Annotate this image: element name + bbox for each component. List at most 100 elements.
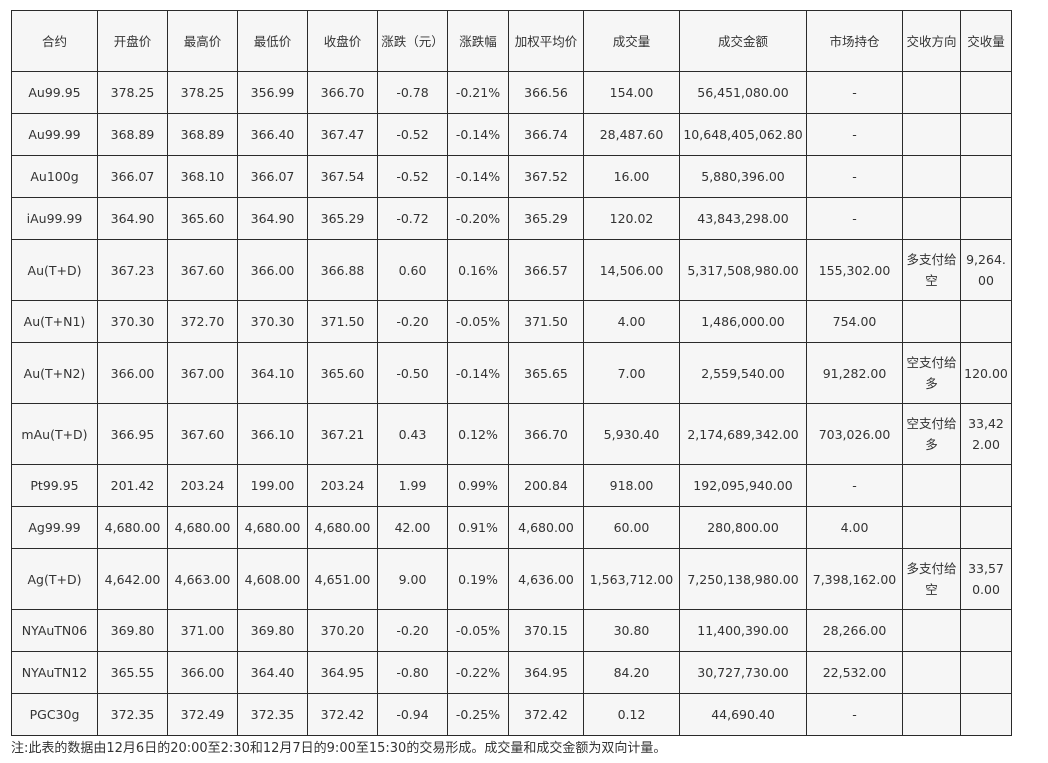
cell-delivery-direction [902, 71, 961, 114]
header-volume: 成交量 [583, 10, 680, 72]
cell-open-interest: 703,026.00 [806, 403, 903, 465]
cell-volume: 154.00 [583, 71, 680, 114]
cell-delivery-volume: 33,422.00 [960, 403, 1012, 465]
table-row: mAu(T+D) 366.95 367.60 366.10 367.21 0.43 0.12… [11, 403, 1012, 465]
cell-open-interest: - [806, 155, 903, 198]
cell-change: 0.60 [377, 239, 448, 301]
cell-weighted-avg: 4,636.00 [508, 548, 584, 610]
cell-open-interest: 754.00 [806, 300, 903, 343]
header-turnover: 成交金额 [679, 10, 807, 72]
cell-low: 4,608.00 [237, 548, 308, 610]
cell-delivery-volume: 33,570.00 [960, 548, 1012, 610]
cell-contract: Pt99.95 [11, 464, 98, 507]
cell-delivery-direction [902, 113, 961, 156]
cell-high: 4,663.00 [167, 548, 238, 610]
table-row: Au99.95 378.25 378.25 356.99 366.70 -0.78 -0.2… [11, 71, 1012, 114]
header-delivery-direction: 交收方向 [902, 10, 961, 72]
cell-low: 364.10 [237, 342, 308, 404]
cell-turnover: 2,559,540.00 [679, 342, 807, 404]
cell-volume: 84.20 [583, 651, 680, 694]
cell-change-pct: 0.12% [447, 403, 509, 465]
cell-high: 367.60 [167, 239, 238, 301]
cell-delivery-direction: 空支付给多 [902, 342, 961, 404]
cell-change: -0.72 [377, 197, 448, 240]
cell-open: 369.80 [97, 609, 168, 652]
cell-change: -0.50 [377, 342, 448, 404]
table-row: Au(T+N1) 370.30 372.70 370.30 371.50 -0.20 -0.… [11, 300, 1012, 343]
cell-delivery-volume [960, 113, 1012, 156]
cell-volume: 14,506.00 [583, 239, 680, 301]
cell-delivery-direction: 多支付给空 [902, 548, 961, 610]
cell-delivery-volume [960, 506, 1012, 549]
cell-open-interest: 28,266.00 [806, 609, 903, 652]
cell-volume: 30.80 [583, 609, 680, 652]
cell-open-interest: 22,532.00 [806, 651, 903, 694]
cell-open: 378.25 [97, 71, 168, 114]
cell-turnover: 5,880,396.00 [679, 155, 807, 198]
cell-weighted-avg: 200.84 [508, 464, 584, 507]
cell-change: -0.52 [377, 113, 448, 156]
header-weighted-avg: 加权平均价 [508, 10, 584, 72]
footnote: 注:此表的数据由12月6日的20:00至2:30和12月7日的9:00至15:3… [11, 741, 667, 756]
cell-high: 366.00 [167, 651, 238, 694]
cell-change-pct: -0.14% [447, 113, 509, 156]
cell-close: 367.54 [307, 155, 378, 198]
cell-change-pct: -0.25% [447, 693, 509, 736]
cell-contract: Ag(T+D) [11, 548, 98, 610]
cell-weighted-avg: 366.57 [508, 239, 584, 301]
cell-weighted-avg: 372.42 [508, 693, 584, 736]
cell-turnover: 1,486,000.00 [679, 300, 807, 343]
table-row: NYAuTN06 369.80 371.00 369.80 370.20 -0.20 -0.… [11, 609, 1012, 652]
table-row: Pt99.95 201.42 203.24 199.00 203.24 1.99 0.99%… [11, 464, 1012, 507]
cell-delivery-volume [960, 464, 1012, 507]
cell-change-pct: -0.20% [447, 197, 509, 240]
cell-contract: Au(T+N1) [11, 300, 98, 343]
cell-weighted-avg: 364.95 [508, 651, 584, 694]
header-open: 开盘价 [97, 10, 168, 72]
table-row: Ag(T+D) 4,642.00 4,663.00 4,608.00 4,651.00 9… [11, 548, 1012, 610]
cell-high: 367.60 [167, 403, 238, 465]
cell-delivery-direction [902, 464, 961, 507]
cell-turnover: 2,174,689,342.00 [679, 403, 807, 465]
cell-close: 4,680.00 [307, 506, 378, 549]
cell-change: -0.20 [377, 609, 448, 652]
cell-low: 364.90 [237, 197, 308, 240]
cell-open-interest: 91,282.00 [806, 342, 903, 404]
cell-low: 366.00 [237, 239, 308, 301]
cell-change: -0.80 [377, 651, 448, 694]
cell-turnover: 7,250,138,980.00 [679, 548, 807, 610]
cell-volume: 7.00 [583, 342, 680, 404]
cell-delivery-direction: 多支付给空 [902, 239, 961, 301]
cell-high: 372.49 [167, 693, 238, 736]
cell-turnover: 192,095,940.00 [679, 464, 807, 507]
cell-open: 372.35 [97, 693, 168, 736]
cell-delivery-volume [960, 155, 1012, 198]
cell-open: 4,642.00 [97, 548, 168, 610]
cell-open: 366.95 [97, 403, 168, 465]
cell-open-interest: - [806, 113, 903, 156]
cell-high: 365.60 [167, 197, 238, 240]
cell-open-interest: - [806, 693, 903, 736]
cell-high: 203.24 [167, 464, 238, 507]
cell-close: 370.20 [307, 609, 378, 652]
cell-close: 366.70 [307, 71, 378, 114]
cell-delivery-volume [960, 197, 1012, 240]
cell-change: -0.52 [377, 155, 448, 198]
cell-close: 365.60 [307, 342, 378, 404]
cell-delivery-volume [960, 693, 1012, 736]
cell-turnover: 10,648,405,062.80 [679, 113, 807, 156]
cell-delivery-direction [902, 651, 961, 694]
cell-contract: Au(T+N2) [11, 342, 98, 404]
cell-weighted-avg: 365.29 [508, 197, 584, 240]
cell-weighted-avg: 365.65 [508, 342, 584, 404]
cell-close: 203.24 [307, 464, 378, 507]
cell-volume: 60.00 [583, 506, 680, 549]
cell-contract: PGC30g [11, 693, 98, 736]
cell-open-interest: - [806, 71, 903, 114]
cell-delivery-volume [960, 71, 1012, 114]
cell-low: 4,680.00 [237, 506, 308, 549]
cell-change-pct: 0.99% [447, 464, 509, 507]
cell-high: 372.70 [167, 300, 238, 343]
cell-weighted-avg: 366.74 [508, 113, 584, 156]
cell-delivery-volume: 120.00 [960, 342, 1012, 404]
